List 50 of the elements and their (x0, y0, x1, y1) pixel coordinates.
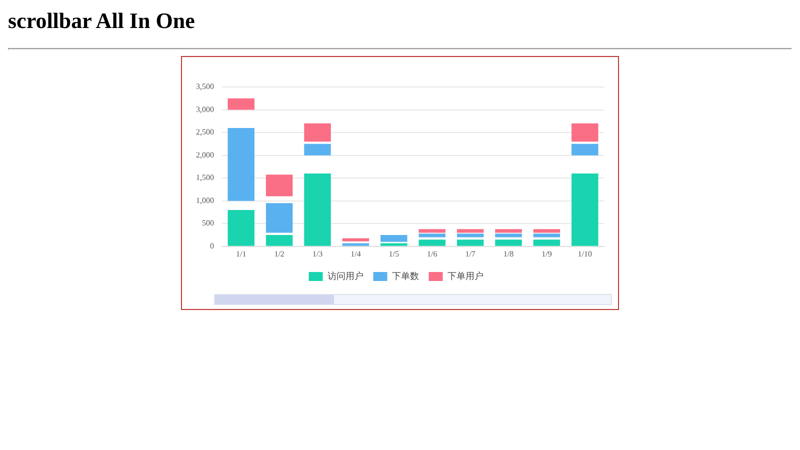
bar (456, 234, 484, 238)
bar (572, 144, 598, 156)
bar (533, 229, 560, 233)
y-tick-label: 1,500 (196, 173, 214, 182)
bar (228, 98, 254, 110)
bar (533, 234, 560, 238)
bar (266, 174, 293, 196)
x-tick-label: 1/5 (388, 249, 400, 258)
bar (342, 243, 370, 246)
y-tick-label: 2,500 (196, 128, 214, 137)
x-tick-label: 1/7 (465, 249, 476, 258)
x-tick-label: 1/1 (236, 249, 246, 258)
bar (533, 240, 560, 246)
bar (228, 210, 254, 246)
y-tick-label: 3,000 (196, 104, 214, 114)
bar (418, 240, 446, 246)
x-tick-label: 1/8 (503, 249, 514, 258)
bar (342, 238, 370, 242)
bar (380, 235, 408, 242)
x-tick-label: 1/6 (426, 249, 438, 258)
legend-label: 访问用户 (327, 270, 364, 282)
bar (304, 123, 331, 142)
bar (495, 234, 522, 238)
x-tick-label: 1/3 (312, 249, 323, 258)
x-tick-label: 1/4 (350, 249, 361, 258)
y-tick-label: 500 (202, 218, 214, 228)
bar (456, 240, 484, 246)
bar (495, 240, 522, 246)
y-tick-label: 0 (210, 241, 214, 250)
chart-title: scrollbar All In One (8, 8, 196, 34)
legend-label: 下单用户 (447, 270, 484, 282)
bar (495, 229, 522, 233)
y-tick-label: 2,000 (196, 150, 214, 160)
bar (380, 243, 408, 246)
x-tick-label: 1/9 (542, 249, 552, 258)
bar (304, 144, 331, 156)
x-tick-label: 1/2 (274, 249, 284, 258)
y-tick-label: 1,000 (196, 196, 214, 205)
x-tick-label: 1/10 (578, 249, 592, 258)
legend-label: 下单数 (392, 270, 419, 282)
y-tick-label: 3,500 (196, 82, 214, 92)
bar (572, 174, 598, 246)
bar (572, 123, 598, 142)
bar (418, 234, 446, 238)
bar (418, 229, 446, 233)
bar (266, 235, 293, 246)
bar (456, 229, 484, 233)
bar (228, 128, 254, 201)
bar (266, 203, 293, 233)
bar (304, 174, 331, 246)
